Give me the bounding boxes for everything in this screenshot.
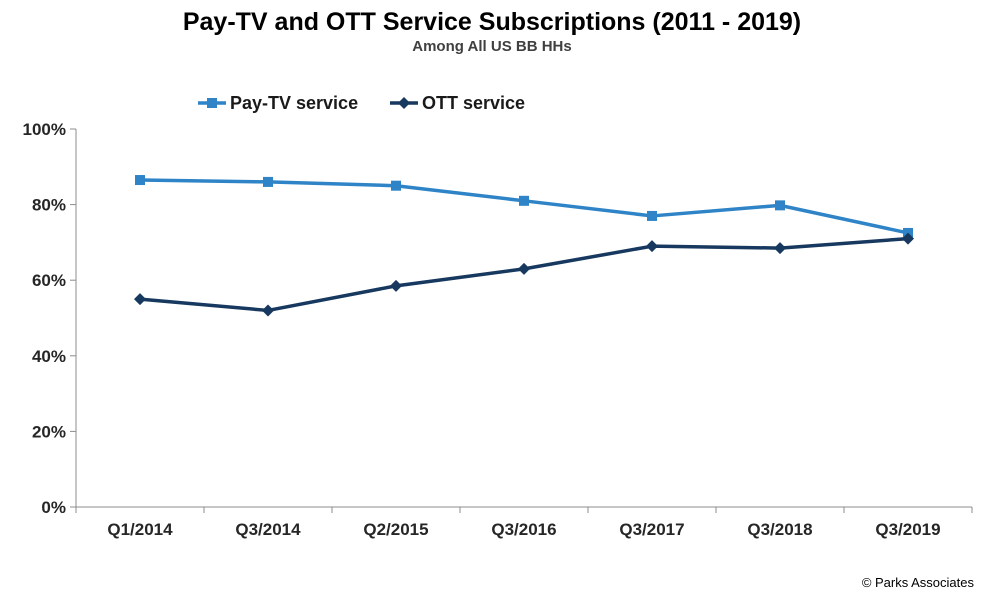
x-tick-label: Q2/2015 — [363, 520, 428, 539]
x-tick-label: Q3/2016 — [491, 520, 556, 539]
y-axis-ticks: 0% 20% 40% 60% 80% 100% — [23, 120, 76, 517]
data-point-square — [391, 180, 401, 191]
chart-axes — [75, 129, 972, 508]
x-axis-ticks: Q1/2014 Q3/2014 Q2/2015 Q3/2016 Q3/2017 Q3/20… — [75, 507, 973, 539]
series-line — [139, 178, 909, 235]
data-point-square — [647, 210, 657, 221]
legend-label: Pay-TV service — [230, 93, 358, 113]
data-point-diamond — [646, 240, 658, 253]
y-tick-label: 0% — [41, 498, 66, 517]
x-tick-label: Q3/2018 — [747, 520, 812, 539]
y-tick-label: 40% — [32, 347, 66, 366]
x-tick-label: Q3/2014 — [235, 520, 301, 539]
data-point-square — [207, 98, 217, 108]
copyright-credit: © Parks Associates — [861, 575, 974, 590]
legend-item: OTT service — [390, 93, 525, 113]
chart-legend: Pay-TV service OTT service — [198, 93, 525, 113]
data-point-square — [519, 195, 529, 206]
data-point-diamond — [774, 242, 786, 255]
chart-subtitle: Among All US BB HHs — [412, 38, 572, 55]
x-tick-label: Q3/2019 — [875, 520, 940, 539]
chart-series — [134, 175, 914, 317]
data-point-diamond — [398, 97, 410, 109]
data-point-diamond — [134, 293, 146, 306]
data-point-diamond — [262, 304, 274, 317]
series-group — [135, 175, 913, 238]
y-tick-label: 60% — [32, 271, 66, 290]
x-tick-label: Q3/2017 — [619, 520, 684, 539]
x-tick-label: Q1/2014 — [107, 520, 173, 539]
y-tick-label: 80% — [32, 196, 66, 215]
chart-title: Pay-TV and OTT Service Subscriptions (20… — [182, 8, 802, 36]
legend-label: OTT service — [422, 93, 525, 113]
y-tick-label: 100% — [23, 120, 66, 139]
legend-item: Pay-TV service — [198, 93, 358, 113]
data-point-square — [263, 176, 273, 187]
data-point-square — [135, 175, 145, 186]
series-group — [134, 232, 914, 317]
data-point-diamond — [390, 279, 402, 292]
data-point-square — [775, 200, 785, 211]
data-point-diamond — [518, 262, 530, 275]
y-tick-label: 20% — [32, 422, 66, 441]
data-point-diamond — [902, 232, 914, 245]
